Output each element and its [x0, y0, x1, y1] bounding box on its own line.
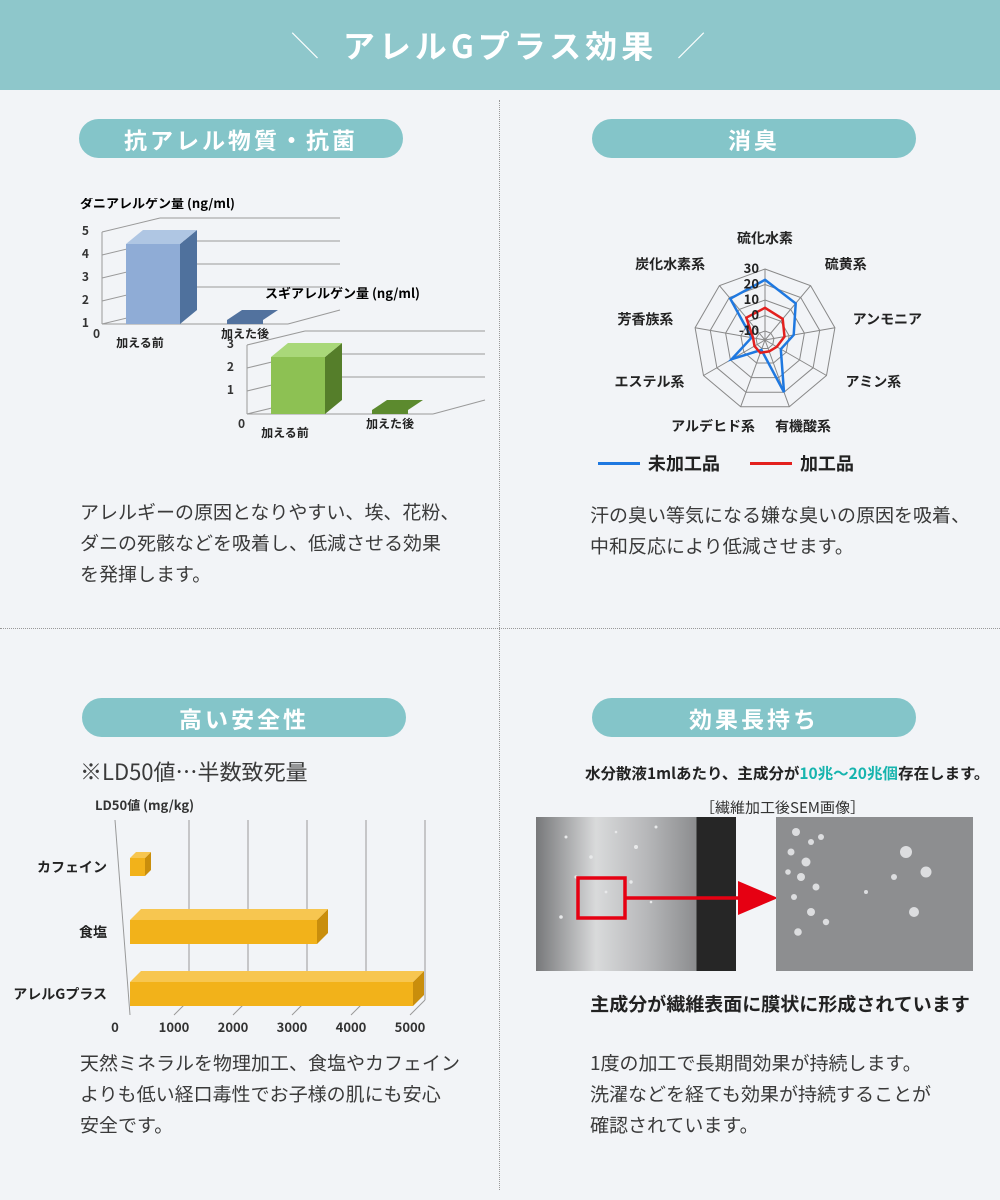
- svg-text:4: 4: [82, 245, 89, 262]
- svg-text:4000: 4000: [336, 1017, 367, 1036]
- svg-text:3: 3: [82, 268, 89, 285]
- svg-text:加えた後: 加えた後: [366, 415, 414, 432]
- svg-text:1: 1: [227, 381, 234, 398]
- svg-text:アミン系: アミン系: [846, 372, 902, 392]
- svg-text:芳香族系: 芳香族系: [617, 309, 673, 329]
- svg-text:3000: 3000: [277, 1017, 308, 1036]
- svg-text:ダニアレルゲン量 (ng/ml): ダニアレルゲン量 (ng/ml): [80, 198, 235, 212]
- svg-text:2: 2: [82, 291, 89, 308]
- svg-text:1000: 1000: [159, 1017, 190, 1036]
- svg-text:硫黄系: 硫黄系: [825, 254, 867, 274]
- svg-text:スギアレルゲン量 (ng/ml): スギアレルゲン量 (ng/ml): [265, 283, 420, 302]
- svg-text:0: 0: [111, 1017, 119, 1036]
- svg-text:食塩: 食塩: [79, 922, 107, 942]
- svg-text:エステル系: エステル系: [615, 372, 685, 392]
- svg-text:30: 30: [744, 258, 760, 277]
- svg-text:カフェイン: カフェイン: [37, 857, 107, 877]
- svg-text:1: 1: [82, 314, 89, 331]
- svg-text:アルデヒド系: アルデヒド系: [671, 416, 755, 436]
- svg-text:5000: 5000: [395, 1017, 426, 1036]
- svg-text:3: 3: [227, 335, 234, 352]
- svg-text:加える前: 加える前: [261, 424, 309, 441]
- svg-text:硫化水素: 硫化水素: [737, 228, 793, 248]
- svg-text:アレルGプラス: アレルGプラス: [13, 984, 107, 1004]
- svg-text:5: 5: [82, 222, 89, 239]
- svg-text:0: 0: [238, 415, 245, 432]
- svg-text:有機酸系: 有機酸系: [775, 416, 831, 436]
- svg-text:LD50値 (mg/kg): LD50値 (mg/kg): [95, 795, 194, 814]
- svg-text:2000: 2000: [218, 1017, 249, 1036]
- svg-text:加える前: 加える前: [116, 334, 164, 351]
- svg-text:アンモニア: アンモニア: [853, 309, 922, 329]
- svg-text:炭化水素系: 炭化水素系: [635, 254, 705, 274]
- svg-text:0: 0: [93, 325, 100, 342]
- svg-text:2: 2: [227, 358, 234, 375]
